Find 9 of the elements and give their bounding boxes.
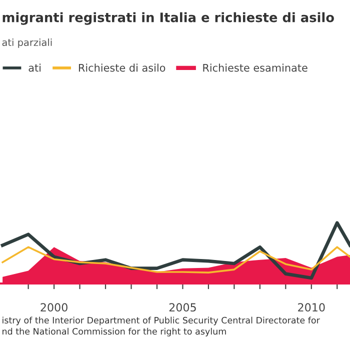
x-tick-label: 2000 (40, 303, 68, 312)
legend-label: Richieste esaminate (203, 64, 308, 72)
x-tick-label: 2010 (298, 303, 325, 312)
x-tick-label: 2005 (169, 303, 196, 312)
chart-title: migranti registrati in Italia e richieste di asilo (2, 12, 334, 25)
legend-label: Richieste di asilo (78, 64, 166, 72)
legend-label: ati (28, 64, 41, 72)
chart-subtitle: ati parziali (2, 38, 52, 48)
text: istry of the Interior Department of Public Security Central Directorate for nd the National Commission for the right to asylum (2, 316, 320, 336)
